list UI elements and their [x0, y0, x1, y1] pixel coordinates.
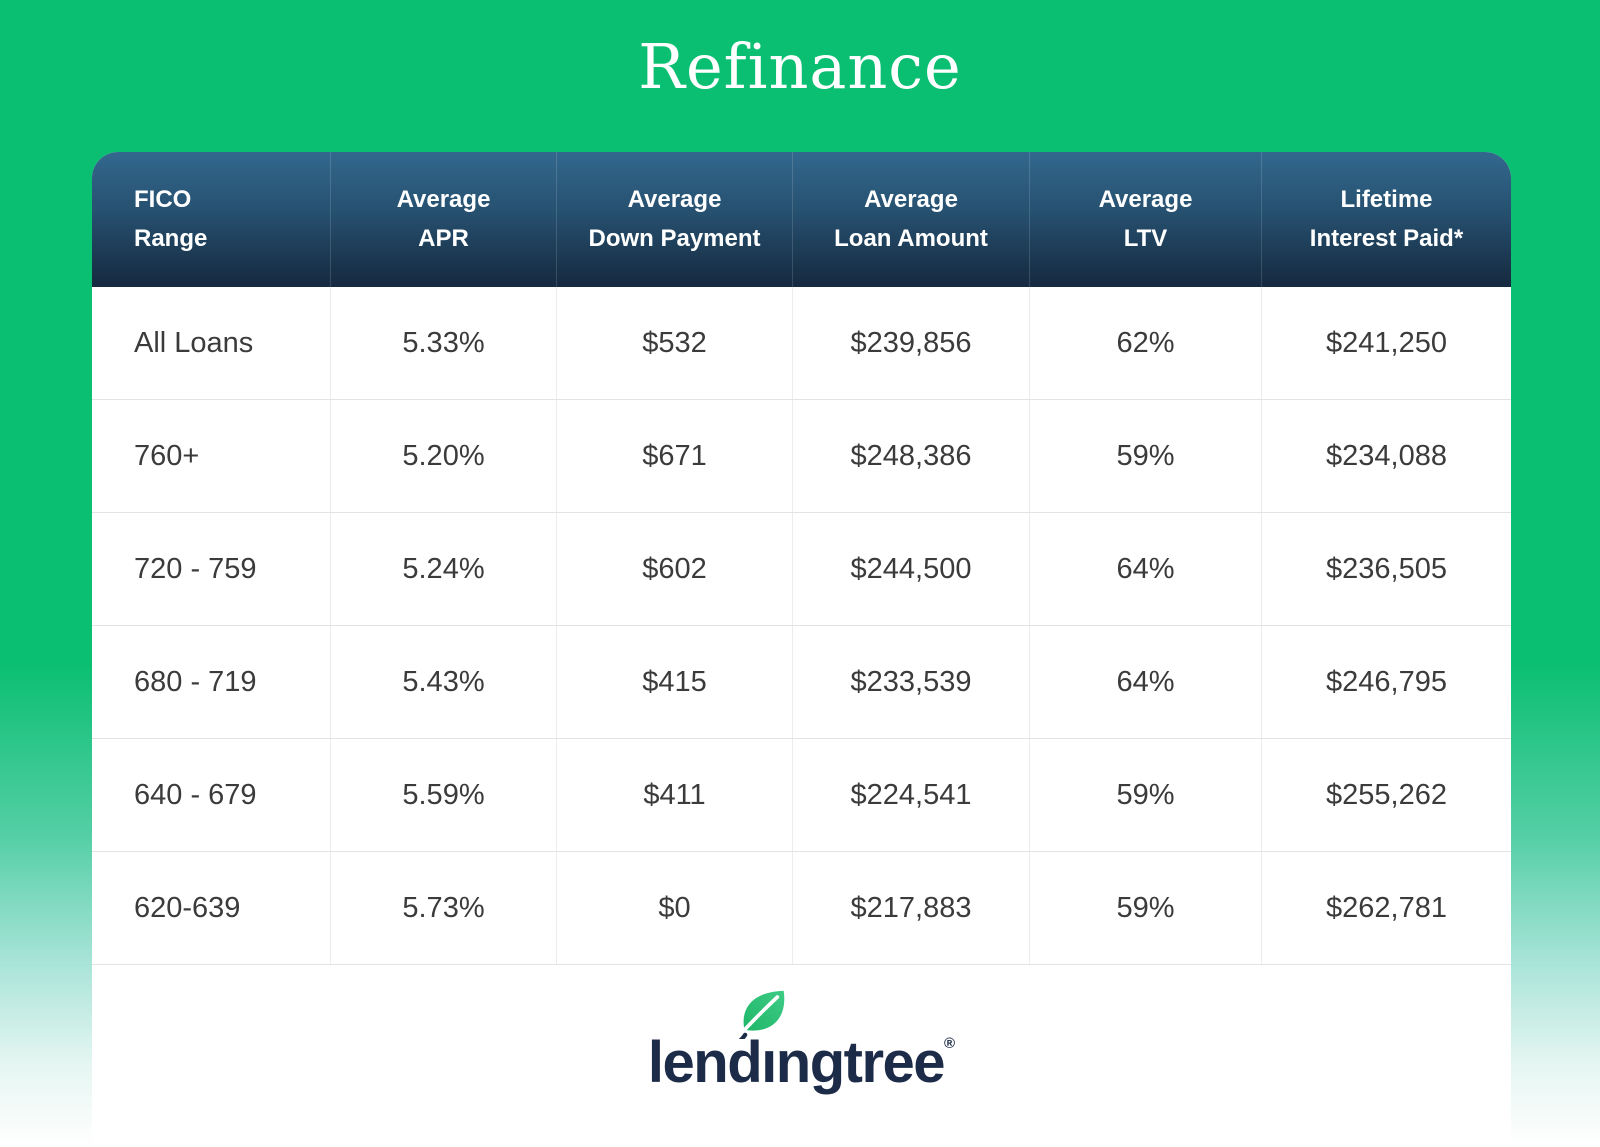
cell-average-down-payment: $602	[557, 513, 793, 625]
cell-average-apr: 5.24%	[331, 513, 557, 625]
cell-fico-range: 640 - 679	[92, 739, 331, 851]
cell-average-loan-amount: $224,541	[793, 739, 1030, 851]
cell-average-down-payment: $411	[557, 739, 793, 851]
header-line: Loan Amount	[834, 224, 988, 252]
header-line: FICO	[134, 186, 192, 214]
header-line: Lifetime	[1340, 186, 1433, 214]
cell-average-down-payment: $532	[557, 287, 793, 399]
table-footer: lendı ngtree®	[92, 965, 1511, 1145]
registered-trademark-symbol: ®	[944, 1034, 956, 1052]
cell-average-ltv: 62%	[1030, 287, 1262, 399]
cell-average-apr: 5.73%	[331, 852, 557, 964]
header-line: Interest Paid*	[1309, 224, 1464, 252]
header-line: Down Payment	[588, 224, 761, 252]
header-line: Average	[627, 186, 722, 214]
cell-average-ltv: 64%	[1030, 626, 1262, 738]
cell-fico-range: 760+	[92, 400, 331, 512]
table-row: All Loans 5.33% $532 $239,856 62% $241,2…	[92, 287, 1511, 400]
wordmark-segment: ı	[761, 1029, 777, 1095]
lendingtree-logo: lendı ngtree®	[647, 990, 956, 1096]
wordmark-segment: ngtree	[775, 1029, 946, 1095]
table-row: 640 - 679 5.59% $411 $224,541 59% $255,2…	[92, 739, 1511, 852]
header-line: Average	[396, 186, 491, 214]
header-line: Range	[134, 224, 208, 252]
cell-lifetime-interest-paid: $246,795	[1326, 665, 1447, 698]
cell-fico-range: 680 - 719	[92, 626, 331, 738]
table-row: 620-639 5.73% $0 $217,883 59% $262,781	[92, 852, 1511, 965]
cell-lifetime-interest-paid: $234,088	[1326, 439, 1447, 472]
cell-average-ltv: 59%	[1030, 852, 1262, 964]
cell-fico-range: 720 - 759	[92, 513, 331, 625]
column-header-average-apr: Average APR	[331, 152, 557, 287]
cell-fico-range: All Loans	[92, 287, 331, 399]
table-row: 720 - 759 5.24% $602 $244,500 64% $236,5…	[92, 513, 1511, 626]
cell-lifetime-interest-paid: $241,250	[1326, 326, 1447, 359]
cell-average-apr: 5.43%	[331, 626, 557, 738]
cell-average-apr: 5.20%	[331, 400, 557, 512]
cell-average-down-payment: $415	[557, 626, 793, 738]
cell-fico-range: 620-639	[92, 852, 331, 964]
cell-average-down-payment: $671	[557, 400, 793, 512]
cell-average-apr: 5.59%	[331, 739, 557, 851]
wordmark-i-slot: ı	[739, 990, 785, 1096]
leaf-icon	[739, 990, 785, 1039]
cell-lifetime-interest-paid: $262,781	[1326, 891, 1447, 924]
header-line: APR	[418, 224, 469, 252]
column-header-average-loan-amount: Average Loan Amount	[793, 152, 1030, 287]
wordmark-segment: lend	[647, 1029, 763, 1095]
refinance-table-card: FICO Range Average APR Average Down Paym…	[92, 152, 1511, 1147]
cell-lifetime-interest-paid: $255,262	[1326, 778, 1447, 811]
cell-average-ltv: 59%	[1030, 739, 1262, 851]
cell-average-loan-amount: $217,883	[793, 852, 1030, 964]
table-row: 760+ 5.20% $671 $248,386 59% $234,088	[92, 400, 1511, 513]
cell-average-loan-amount: $239,856	[793, 287, 1030, 399]
cell-average-loan-amount: $248,386	[793, 400, 1030, 512]
column-header-fico-range: FICO Range	[92, 152, 331, 287]
column-header-average-down-payment: Average Down Payment	[557, 152, 793, 287]
page-title: Refinance	[638, 30, 962, 103]
cell-average-ltv: 59%	[1030, 400, 1262, 512]
column-header-average-ltv: Average LTV	[1030, 152, 1262, 287]
header-line: Average	[864, 186, 958, 214]
table-header-row: FICO Range Average APR Average Down Paym…	[92, 152, 1511, 287]
cell-lifetime-interest-paid: $236,505	[1326, 552, 1447, 585]
header-line: LTV	[1123, 224, 1168, 252]
cell-average-loan-amount: $233,539	[793, 626, 1030, 738]
cell-average-ltv: 64%	[1030, 513, 1262, 625]
cell-average-down-payment: $0	[557, 852, 793, 964]
lendingtree-wordmark: lendı ngtree®	[647, 990, 956, 1096]
table-row: 680 - 719 5.43% $415 $233,539 64% $246,7…	[92, 626, 1511, 739]
column-header-lifetime-interest-paid: Lifetime Interest Paid*	[1262, 152, 1511, 287]
cell-average-apr: 5.33%	[331, 287, 557, 399]
cell-average-loan-amount: $244,500	[793, 513, 1030, 625]
header-line: Average	[1098, 186, 1193, 214]
